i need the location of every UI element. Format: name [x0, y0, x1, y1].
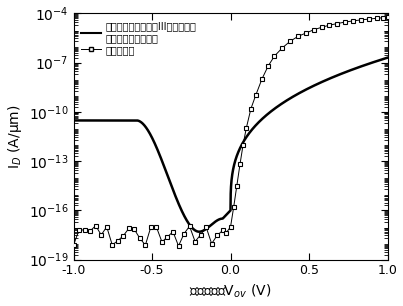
Y-axis label: I$_D$ (A/μm): I$_D$ (A/μm): [6, 104, 23, 169]
Legend: 传统基于物理掺杂的III族氮化物基
的随穿场效应晶体管, 本发明器件: 传统基于物理掺杂的III族氮化物基 的随穿场效应晶体管, 本发明器件: [79, 18, 199, 58]
X-axis label: 过驱动电压V$_{ov}$ (V): 过驱动电压V$_{ov}$ (V): [189, 283, 272, 300]
